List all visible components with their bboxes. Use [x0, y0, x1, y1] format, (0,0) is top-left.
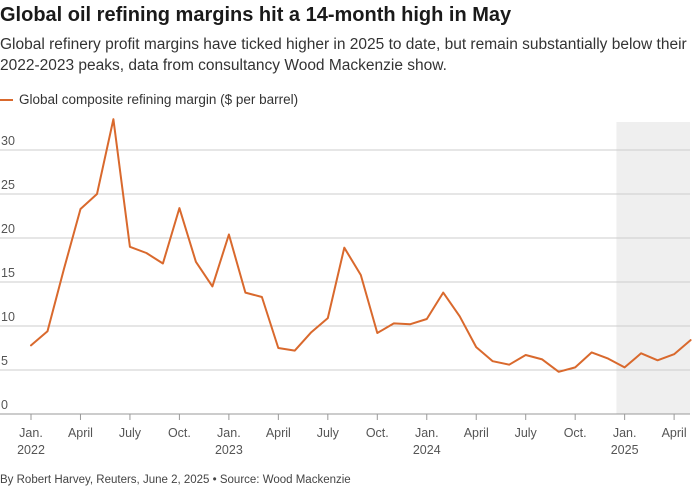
legend-label: Global composite refining margin ($ per …: [19, 92, 299, 107]
x-tick-year: 2024: [413, 443, 441, 457]
footer-source: By Robert Harvey, Reuters, June 2, 2025 …: [0, 474, 351, 486]
y-tick-label: 20: [1, 222, 15, 236]
x-tick-label: April: [464, 426, 489, 440]
x-tick-label: July: [119, 426, 142, 440]
y-tick-label: 5: [1, 354, 8, 368]
chart-title: Global oil refining margins hit a 14-mon…: [0, 4, 512, 26]
x-tick-label: Oct.: [564, 426, 587, 440]
x-tick-label: April: [266, 426, 291, 440]
x-tick-label: Oct.: [366, 426, 389, 440]
x-tick-label: Jan.: [613, 426, 637, 440]
legend: Global composite refining margin ($ per …: [0, 92, 298, 107]
series-line-0: [30, 118, 692, 373]
legend-line-swatch: [0, 98, 13, 101]
x-tick-label: Jan.: [217, 426, 241, 440]
x-tick-label: Oct.: [168, 426, 191, 440]
y-tick-label: 15: [1, 266, 15, 280]
y-tick-label: 10: [1, 310, 15, 324]
x-tick-year: 2025: [611, 443, 639, 457]
x-tick-year: 2022: [17, 443, 45, 457]
x-tick-label: April: [68, 426, 93, 440]
y-tick-label: 0: [1, 398, 8, 412]
x-tick-label: Jan.: [415, 426, 439, 440]
x-tick-label: April: [662, 426, 687, 440]
x-tick-year: 2023: [215, 443, 243, 457]
x-tick-label: July: [317, 426, 340, 440]
y-tick-label: 30: [1, 134, 15, 148]
y-tick-label: 25: [1, 178, 15, 192]
shaded-2025-region: [616, 122, 690, 414]
x-tick-label: Jan.: [19, 426, 43, 440]
x-tick-label: July: [515, 426, 538, 440]
chart-subtitle: Global refinery profit margins have tick…: [0, 36, 687, 74]
